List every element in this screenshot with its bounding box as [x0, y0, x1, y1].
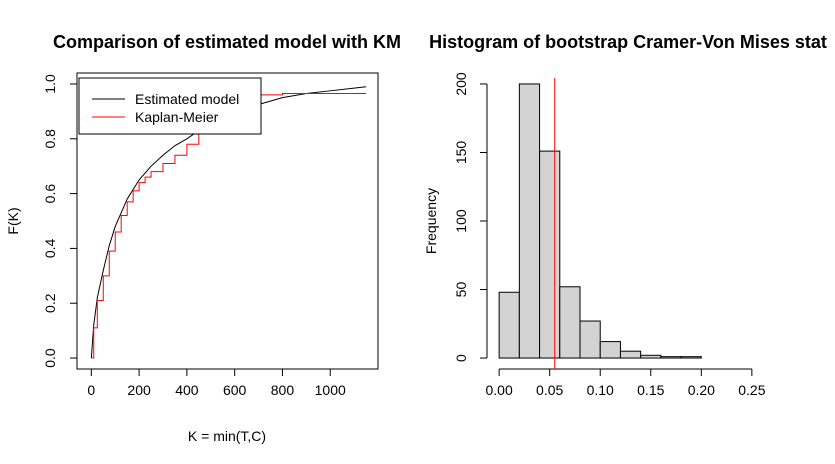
- km-comparison-panel: Comparison of estimated model with KM 0 2…: [5, 32, 401, 444]
- right-x-tick-label: 0.15: [637, 382, 664, 398]
- histogram-bar: [539, 150, 561, 359]
- title-overlap-mask: [413, 28, 835, 58]
- left-chart-title: Comparison of estimated model with KM: [53, 32, 401, 52]
- left-y-tick-label: 0.4: [42, 238, 58, 258]
- right-x-tick-label: 0.05: [536, 382, 563, 398]
- left-y-tick-label: 0.6: [42, 184, 58, 204]
- left-y-axis-label: F(K): [5, 207, 21, 234]
- histogram-bar: [599, 341, 621, 359]
- histogram-bar: [498, 291, 520, 359]
- left-x-tick-label: 1000: [315, 382, 346, 398]
- left-x-tick-label: 400: [175, 382, 199, 398]
- legend-box: [78, 77, 262, 135]
- left-y-tick-label: 1.0: [42, 74, 58, 94]
- left-y-tick-label: 0.2: [42, 293, 58, 313]
- left-y-axis: 0.0 0.2 0.4 0.6 0.8 1.0: [42, 74, 78, 368]
- estimated-model-line: [90, 86, 367, 359]
- histogram-bar: [559, 286, 581, 359]
- histogram-bar: [619, 350, 642, 359]
- left-x-axis: 0 200 400 600 800 1000: [87, 368, 346, 398]
- bootstrap-histogram-panel: 0.00 0.05 0.10 0.15 0.20 0.25 0 50 100 150 200 Fr…: [413, 28, 835, 398]
- histogram-bar: [680, 356, 702, 359]
- left-x-tick-label: 200: [127, 382, 151, 398]
- right-chart-title: Histogram of bootstrap Cramer-Von Mises …: [429, 32, 827, 52]
- legend-label-estimated-model: Estimated model: [135, 91, 239, 107]
- legend: Estimated model Kaplan-Meier: [78, 77, 262, 135]
- right-x-axis: 0.00 0.05 0.10 0.15 0.20 0.25: [486, 368, 766, 398]
- right-y-axis-label: Frequency: [423, 188, 439, 254]
- left-y-tick-label: 0.0: [42, 348, 58, 368]
- histogram-bar: [579, 320, 601, 359]
- histogram-bar: [640, 354, 662, 359]
- right-x-tick-label: 0.00: [486, 382, 513, 398]
- right-x-tick-label: 0.20: [688, 382, 715, 398]
- right-y-tick-label: 0: [453, 354, 469, 362]
- legend-label-kaplan-meier: Kaplan-Meier: [135, 109, 219, 125]
- right-x-tick-label: 0.25: [738, 382, 765, 398]
- left-y-tick-label: 0.8: [42, 129, 58, 149]
- histogram-bar: [660, 356, 682, 359]
- right-y-tick-label: 200: [453, 72, 469, 96]
- left-x-tick-label: 600: [223, 382, 247, 398]
- right-y-axis: 0 50 100 150 200: [453, 72, 488, 362]
- left-x-tick-label: 0: [87, 382, 95, 398]
- histogram-bar: [518, 83, 541, 359]
- left-x-axis-label: K = min(T,C): [188, 428, 266, 444]
- right-x-tick-label: 0.10: [587, 382, 614, 398]
- left-x-tick-label: 800: [271, 382, 295, 398]
- right-y-tick-label: 100: [453, 209, 469, 233]
- right-y-tick-label: 50: [453, 282, 469, 298]
- right-y-tick-label: 150: [453, 141, 469, 165]
